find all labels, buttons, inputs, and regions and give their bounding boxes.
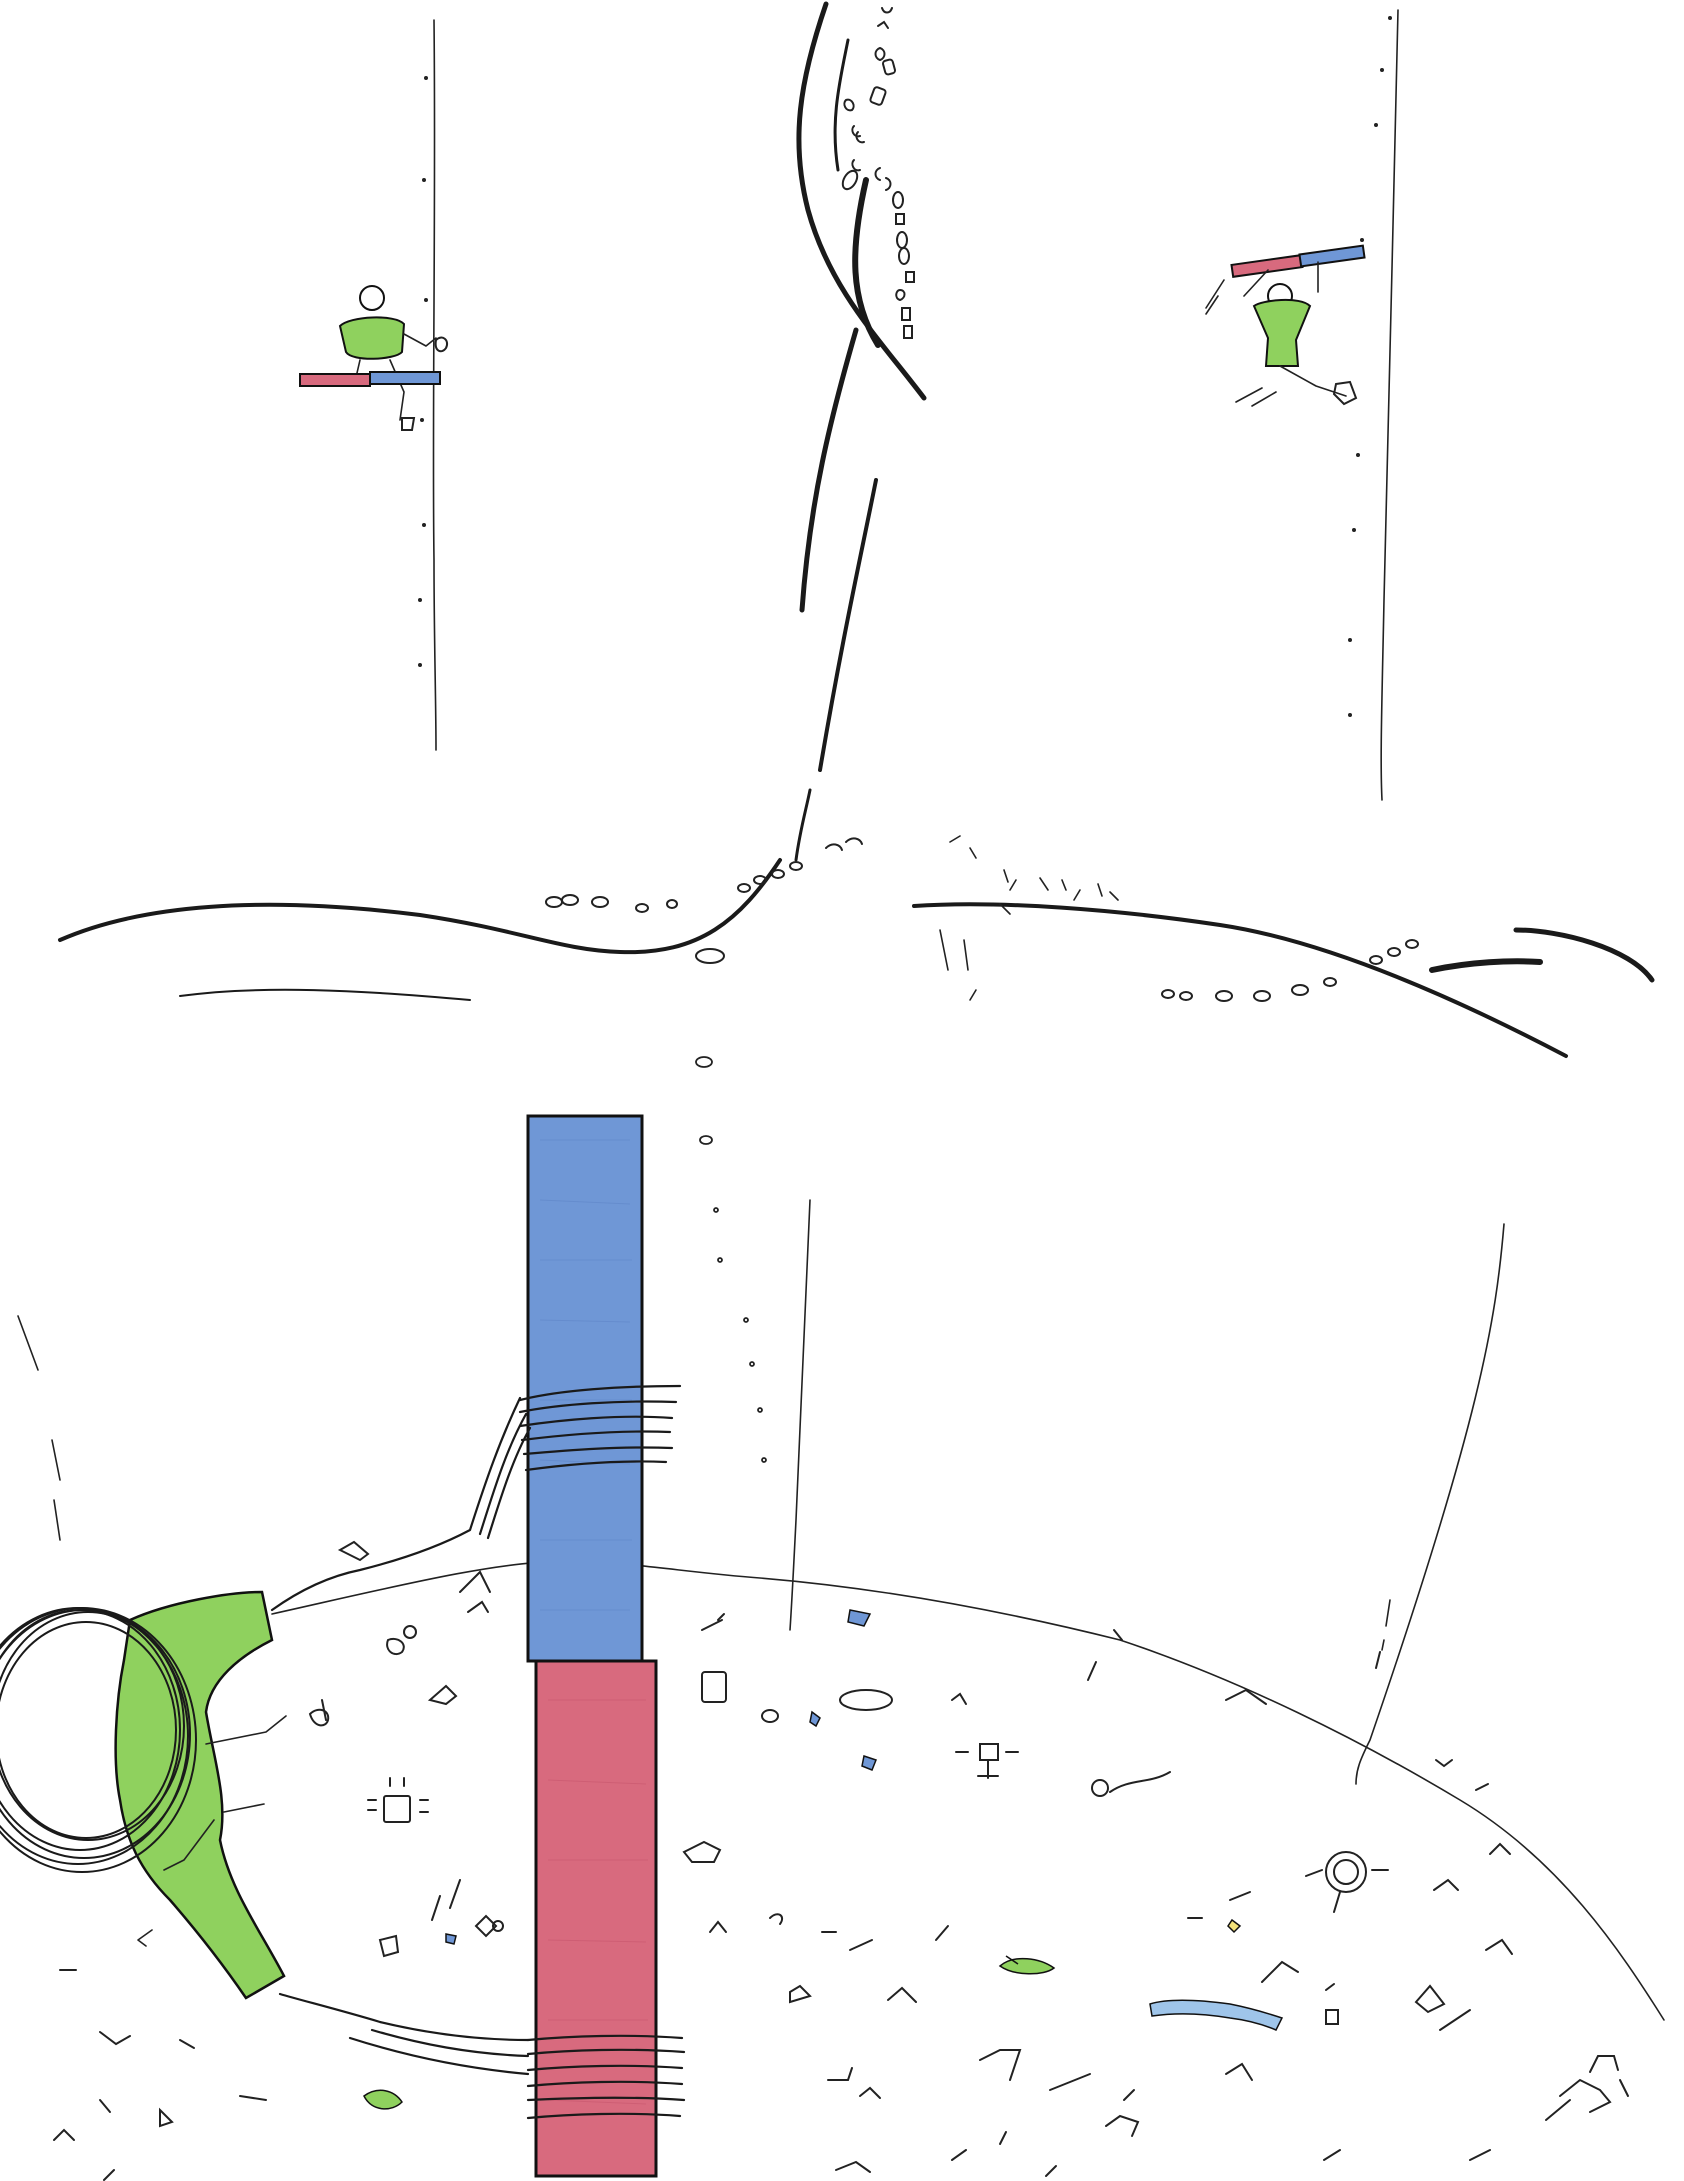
magnet-bar-right-north — [1298, 244, 1366, 268]
lower-wire-wrap — [278, 1992, 686, 2120]
figure-right — [1205, 244, 1366, 407]
upper-wire-wrap — [270, 1384, 682, 1612]
falling-chain-debris — [841, 7, 915, 339]
lower-right-wall — [1355, 1223, 1505, 1785]
figure-right-shirt — [1252, 299, 1312, 367]
lower-walls — [17, 1199, 1505, 1785]
green-claw-body — [114, 1590, 286, 2000]
figure-left-shirt — [338, 316, 406, 360]
giant-magnet — [270, 1114, 686, 2178]
colored-scraps — [363, 1609, 1284, 2110]
right-wall-dots — [1348, 16, 1392, 717]
figure-left-head — [359, 285, 385, 311]
right-wall-line — [1380, 9, 1399, 801]
wire-coil — [0, 1607, 197, 1873]
upper-scene — [299, 1, 1399, 862]
lower-center-wall — [789, 1199, 811, 1631]
magnet-bar-left-south — [299, 373, 371, 387]
left-wall-dots — [418, 76, 428, 667]
figure-left — [299, 285, 448, 431]
left-wall-line — [432, 19, 437, 751]
giant-magnet-south-pole — [534, 1659, 658, 2178]
crevasse-streaks — [794, 1, 927, 862]
lower-left-wall-tick — [17, 1315, 61, 1541]
debris-heap — [53, 1540, 1665, 2181]
wave-streaks — [58, 835, 1655, 1463]
magnet-bar-left-north — [369, 371, 441, 385]
giant-magnet-north-pole — [526, 1114, 644, 1663]
magnet-bar-right-south — [1230, 254, 1304, 278]
green-claw — [0, 1590, 287, 2000]
ground-outline — [271, 1560, 1665, 2021]
